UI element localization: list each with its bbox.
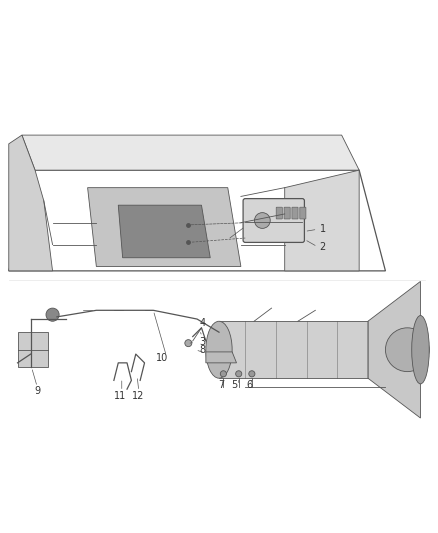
FancyBboxPatch shape: [284, 207, 290, 219]
Text: 5: 5: [231, 379, 237, 390]
FancyBboxPatch shape: [243, 199, 304, 243]
Text: 7: 7: [218, 379, 224, 390]
Circle shape: [254, 213, 270, 229]
Circle shape: [385, 328, 429, 372]
Text: 1: 1: [320, 224, 326, 235]
FancyBboxPatch shape: [292, 207, 298, 219]
Polygon shape: [22, 135, 359, 170]
Text: 6: 6: [247, 379, 253, 390]
Polygon shape: [285, 170, 359, 271]
Text: 12: 12: [132, 391, 144, 401]
Circle shape: [220, 371, 226, 377]
Polygon shape: [368, 281, 420, 418]
Text: 9: 9: [34, 386, 40, 397]
Text: 3: 3: [199, 337, 205, 347]
Text: 4: 4: [199, 318, 205, 328]
Polygon shape: [206, 352, 237, 363]
Circle shape: [249, 371, 255, 377]
FancyBboxPatch shape: [300, 207, 306, 219]
Polygon shape: [219, 321, 412, 378]
Ellipse shape: [401, 327, 423, 373]
Polygon shape: [18, 332, 48, 367]
Polygon shape: [9, 135, 53, 271]
Circle shape: [185, 340, 192, 346]
Text: 11: 11: [114, 391, 127, 401]
Text: 2: 2: [320, 242, 326, 252]
Circle shape: [46, 308, 59, 321]
Ellipse shape: [206, 321, 232, 378]
Text: 8: 8: [199, 345, 205, 355]
Polygon shape: [118, 205, 210, 258]
FancyBboxPatch shape: [276, 207, 283, 219]
Ellipse shape: [412, 316, 429, 384]
Circle shape: [236, 371, 242, 377]
Polygon shape: [88, 188, 241, 266]
Text: 10: 10: [156, 353, 168, 364]
